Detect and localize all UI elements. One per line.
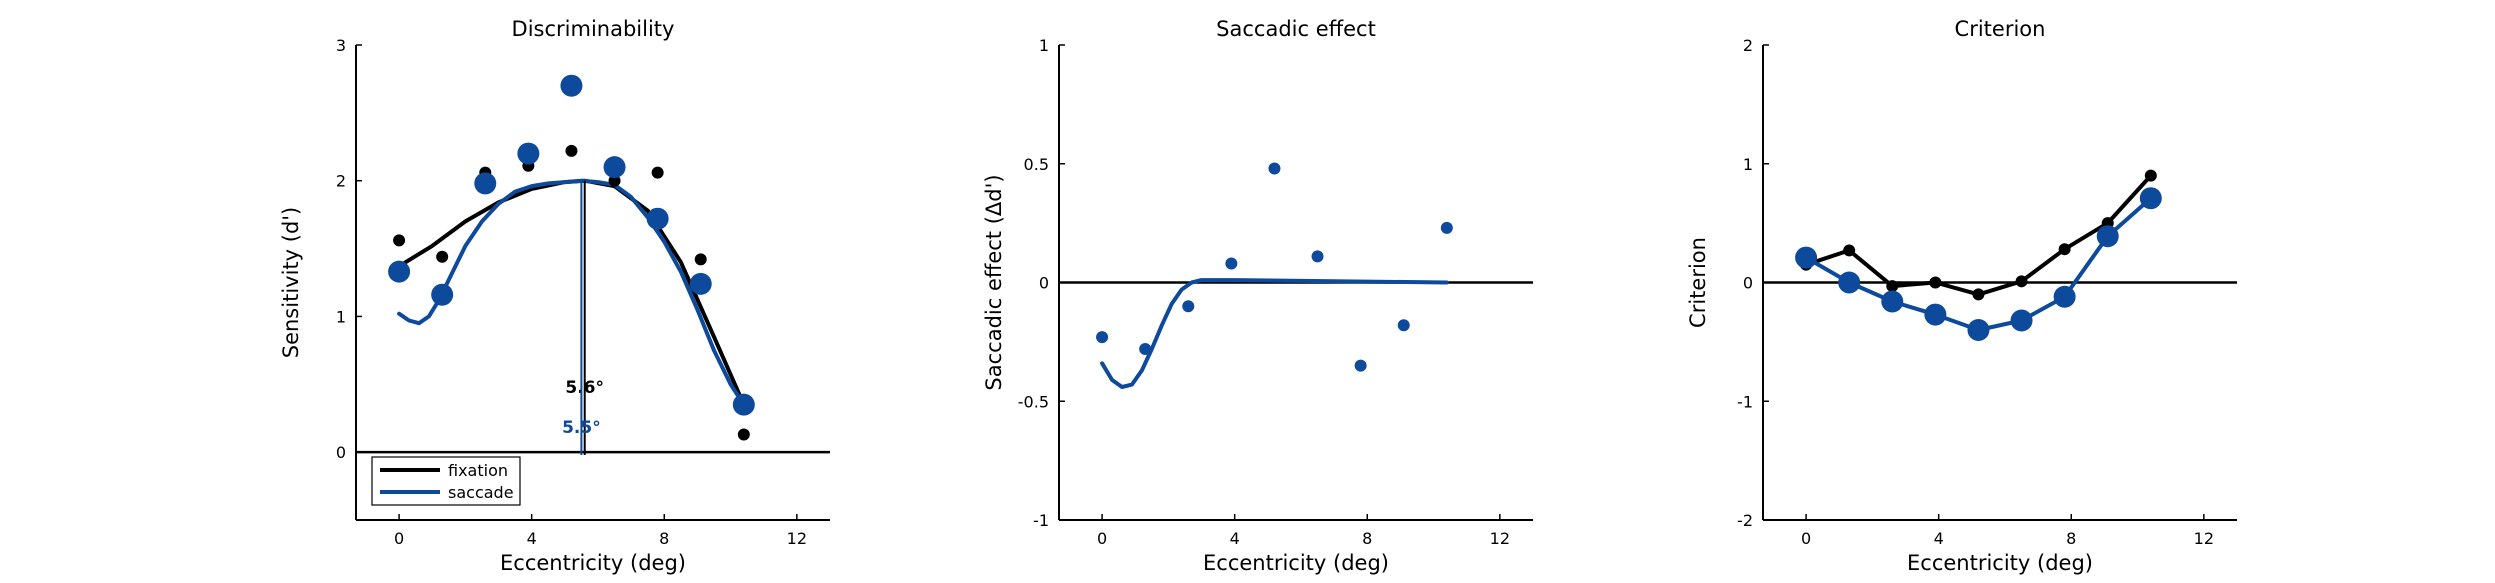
x-tick-label: 8 xyxy=(659,529,669,548)
data-point-fixation xyxy=(1929,276,1942,289)
data-point-saccade xyxy=(732,393,755,416)
data-point-saccade xyxy=(2139,187,2162,210)
data-point-saccade xyxy=(517,142,540,165)
data-point-fixation xyxy=(1972,288,1985,301)
data-point-fixation xyxy=(436,250,449,263)
data-point-fixation xyxy=(2058,243,2071,256)
data-point-saccade xyxy=(1225,257,1238,270)
y-tick-label: -0.5 xyxy=(1018,392,1049,411)
data-point-saccade xyxy=(1311,250,1324,263)
data-point-saccade xyxy=(2053,285,2076,308)
x-tick-label: 12 xyxy=(1490,529,1510,548)
x-tick-label: 8 xyxy=(2066,529,2076,548)
fit-line-saccade xyxy=(1100,278,1449,389)
panel-3: Criterion Eccentricity (deg) Criterion 0 4 8 1… xyxy=(1686,17,2237,575)
data-point-saccade xyxy=(646,207,669,230)
data-point-saccade xyxy=(603,156,626,179)
legend-box xyxy=(371,456,521,506)
y-tick-label: 0 xyxy=(1743,274,1753,293)
data-point-saccade xyxy=(2096,225,2119,248)
x-tick-label: 0 xyxy=(1097,529,1107,548)
x-axis-label: Eccentricity (deg) xyxy=(500,551,686,575)
data-point-saccade xyxy=(1397,319,1410,332)
y-tick-label: 1 xyxy=(1039,36,1049,55)
y-tick-label: -1 xyxy=(1033,511,1049,530)
data-point-saccade xyxy=(2010,309,2033,332)
y-tick-label: 0 xyxy=(336,443,346,462)
data-point-saccade xyxy=(1967,319,1990,341)
y-tick-label: 1 xyxy=(1743,155,1753,174)
x-tick-label: 0 xyxy=(1801,529,1811,548)
legend-label-fixation: fixation xyxy=(448,461,508,480)
y-tick-label: 2 xyxy=(336,172,346,191)
y-axis-label: Criterion xyxy=(1686,237,1710,328)
y-tick-label: 1 xyxy=(336,307,346,326)
x-tick-label: 4 xyxy=(1934,529,1944,548)
x-tick-label: 8 xyxy=(1362,529,1372,548)
data-point-fixation xyxy=(737,428,750,441)
chart-title: Discriminability xyxy=(512,17,675,41)
peak-label-fixation: 5.6° xyxy=(565,378,604,398)
data-point-fixation xyxy=(2144,169,2157,182)
peak-label-saccade: 5.5° xyxy=(562,418,601,438)
data-point-fixation xyxy=(1843,244,1856,257)
y-tick-label: -1 xyxy=(1737,392,1753,411)
data-point-fixation xyxy=(565,144,578,157)
data-point-saccade xyxy=(1268,162,1281,175)
y-axis-label: Saccadic effect (Δd') xyxy=(982,174,1006,390)
x-tick-label: 12 xyxy=(787,529,807,548)
panel-2: Saccadic effect Eccentricity (deg) Saccadi… xyxy=(982,17,1533,575)
x-axis-label: Eccentricity (deg) xyxy=(1907,551,2093,575)
y-tick-label: 2 xyxy=(1743,36,1753,55)
data-point-saccade xyxy=(1139,343,1152,355)
panel-1: Discriminability Eccentricity (deg) Sensit… xyxy=(279,17,830,575)
y-tick-label: -2 xyxy=(1737,511,1753,530)
data-point-fixation xyxy=(393,234,406,247)
data-point-saccade xyxy=(1354,359,1367,372)
data-point-fixation xyxy=(651,166,664,179)
x-tick-label: 0 xyxy=(394,529,404,548)
x-axis-label: Eccentricity (deg) xyxy=(1203,551,1389,575)
y-tick-label: 0 xyxy=(1039,274,1049,293)
y-axis-label: Sensitivity (d') xyxy=(279,207,303,359)
data-point-saccade xyxy=(1838,271,1861,294)
data-point-saccade xyxy=(431,283,454,306)
series-line-saccade xyxy=(1805,196,2153,332)
data-point-saccade xyxy=(1924,303,1947,326)
legend: fixation saccade xyxy=(371,456,521,506)
chart-title: Criterion xyxy=(1955,17,2046,41)
data-point-fixation xyxy=(1886,280,1899,293)
legend-label-saccade: saccade xyxy=(448,483,514,502)
y-tick-label: 3 xyxy=(336,36,346,55)
data-point-saccade xyxy=(1795,246,1818,269)
x-tick-label: 4 xyxy=(1230,529,1240,548)
data-point-saccade xyxy=(1182,300,1195,313)
data-point-saccade xyxy=(1096,331,1109,344)
data-point-saccade xyxy=(474,172,497,195)
data-point-fixation xyxy=(2015,275,2028,288)
y-tick-label: 0.5 xyxy=(1024,155,1049,174)
data-point-saccade xyxy=(560,74,583,97)
x-tick-label: 4 xyxy=(527,529,537,548)
data-point-saccade xyxy=(388,260,411,283)
data-point-fixation xyxy=(694,253,707,266)
data-point-saccade xyxy=(1881,290,1904,313)
data-point-saccade xyxy=(689,272,712,295)
chart-title: Saccadic effect xyxy=(1216,17,1376,41)
data-point-saccade xyxy=(1440,221,1453,234)
x-tick-label: 12 xyxy=(2194,529,2214,548)
